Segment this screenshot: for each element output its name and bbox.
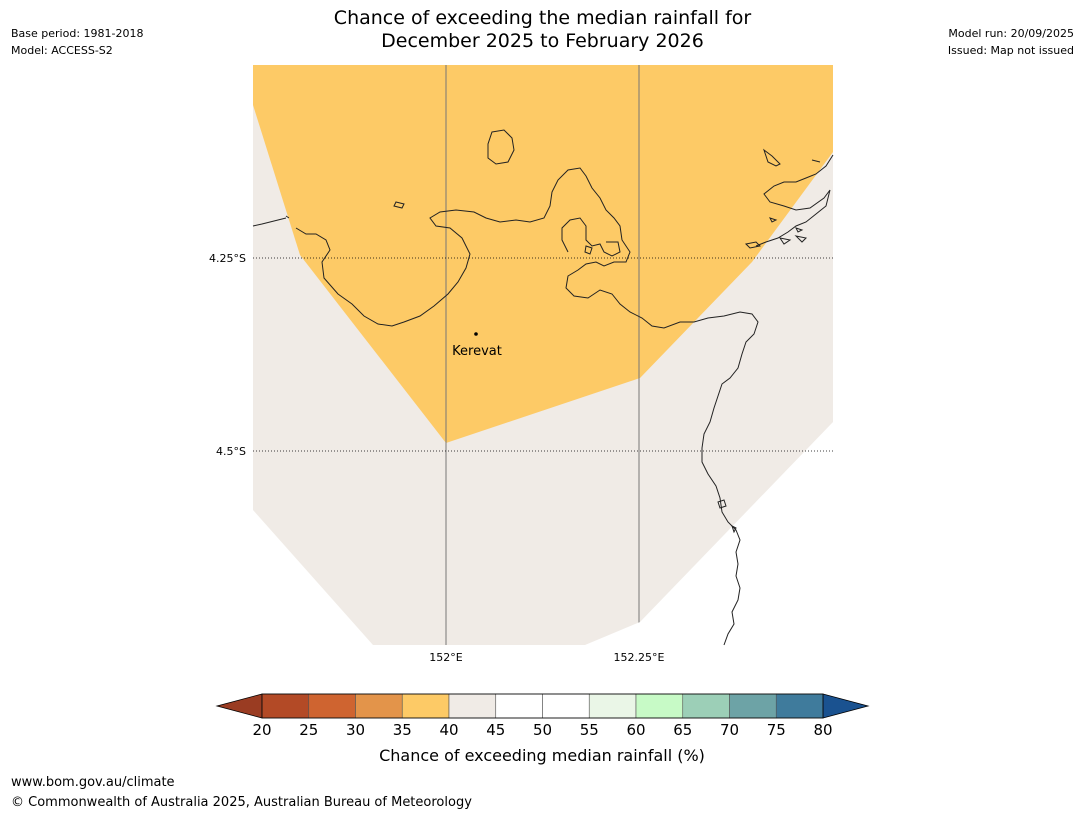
island-bay-small <box>584 245 593 255</box>
colorbar-segment <box>729 693 777 719</box>
colorbar-tick-label: 30 <box>346 721 365 739</box>
colorbar-tick-label: 40 <box>439 721 458 739</box>
probability-region-35-40 <box>253 65 833 443</box>
colorbar-segment <box>635 693 684 719</box>
colorbar-segment <box>682 693 730 719</box>
latitude-label-4-5: 4.5°S <box>216 445 246 458</box>
footer-url: www.bom.gov.au/climate <box>11 775 175 790</box>
colorbar-label: Chance of exceeding median rainfall (%) <box>379 746 705 765</box>
coastline-northeast <box>755 148 834 247</box>
colorbar-segment <box>308 693 356 719</box>
title-line-2: December 2025 to February 2026 <box>381 30 704 52</box>
issued-text: Issued: Map not issued <box>947 44 1074 57</box>
island-small-west <box>393 201 405 209</box>
colorbar-segment <box>542 693 590 719</box>
model-run-text: Model run: 20/09/2025 <box>948 27 1074 40</box>
coastline-group <box>252 129 834 646</box>
colorbar: 20 25 30 35 40 45 50 55 60 65 70 75 80 Chance of exc… <box>215 693 870 765</box>
graticule <box>445 65 640 645</box>
base-period-text: Base period: 1981-2018 <box>11 27 144 40</box>
colorbar-outline <box>261 693 824 719</box>
colorbar-segment <box>448 693 497 719</box>
footer-copyright: © Commonwealth of Australia 2025, Austra… <box>11 795 472 810</box>
colorbar-tick-label: 80 <box>813 721 832 739</box>
colorbar-tick-label: 35 <box>393 721 412 739</box>
latitude-label-4-25: 4.25°S <box>209 252 246 265</box>
islets-northeast <box>744 217 808 249</box>
colorbar-tick-label: 50 <box>533 721 552 739</box>
model-text: Model: ACCESS-S2 <box>11 44 113 57</box>
title-line-1: Chance of exceeding the median rainfall … <box>333 7 752 29</box>
colorbar-tick-label: 60 <box>626 721 645 739</box>
header-left: Base period: 1981-2018 Model: ACCESS-S2 <box>11 25 143 59</box>
colorbar-under-arrow <box>215 693 263 719</box>
colorbar-segment <box>355 693 403 719</box>
colorbar-tick-label: 20 <box>252 721 271 739</box>
colorbar-tick-label: 55 <box>580 721 599 739</box>
colorbar-ticks: 20 25 30 35 40 45 50 55 60 65 70 75 80 <box>252 721 832 739</box>
colorbar-segment <box>588 693 637 719</box>
longitude-label-152-25: 152.25°E <box>614 651 665 664</box>
kerevat-marker <box>474 332 478 336</box>
longitude-label-152: 152°E <box>429 651 462 664</box>
colorbar-tick-label: 75 <box>767 721 786 739</box>
colorbar-tick-label: 65 <box>673 721 692 739</box>
colorbar-tick-label: 45 <box>486 721 505 739</box>
colorbar-segments <box>261 693 824 719</box>
coastline-east-peninsula <box>717 499 737 534</box>
header-right: Model run: 20/09/2025 Issued: Map not is… <box>948 25 1074 59</box>
colorbar-tick-label: 25 <box>299 721 318 739</box>
kerevat-label: Kerevat <box>452 344 502 359</box>
map-title: Chance of exceeding the median rainfall … <box>0 7 1085 53</box>
island-north <box>487 129 515 165</box>
colorbar-tick-label: 70 <box>720 721 739 739</box>
coastline-inner-bay <box>561 217 621 257</box>
coastline-main <box>252 167 759 646</box>
colorbar-over-arrow <box>822 693 870 719</box>
colorbar-segment <box>261 693 310 719</box>
colorbar-segment <box>495 693 543 719</box>
colorbar-segment <box>401 693 450 719</box>
colorbar-segment <box>775 693 824 719</box>
